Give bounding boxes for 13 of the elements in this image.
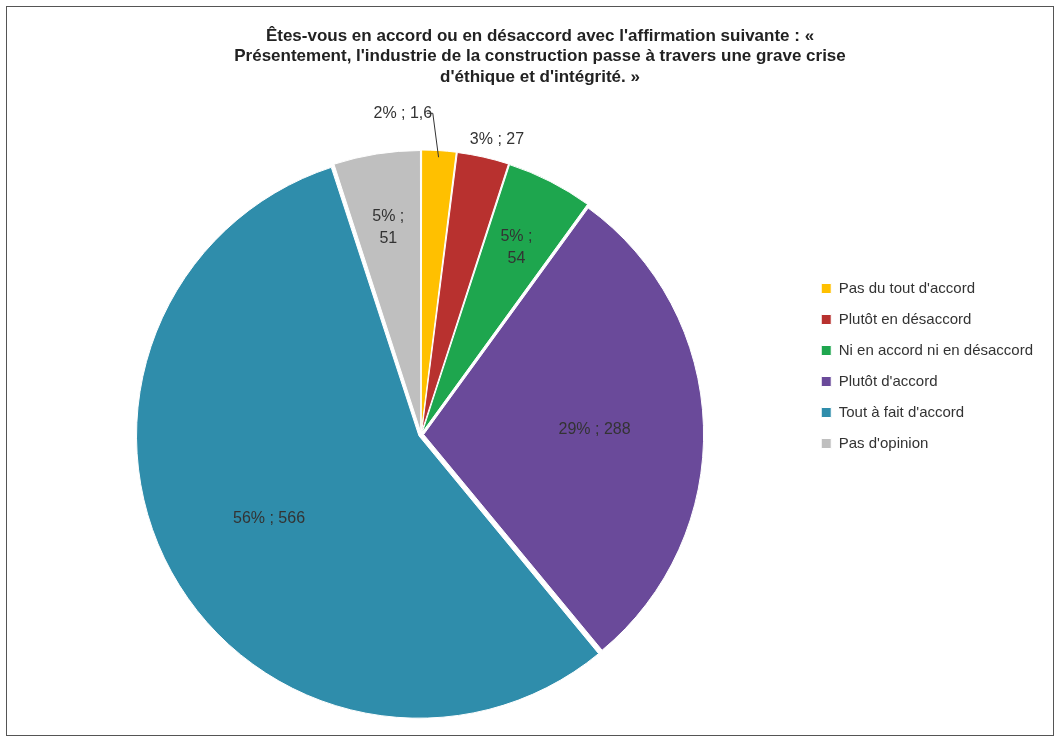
data-label: 56% ; 566 — [233, 508, 306, 526]
legend-label: Plutôt en désaccord — [838, 309, 972, 327]
data-label: 5% ; 54 — [500, 226, 533, 266]
data-label: 29% ; 288 — [558, 419, 631, 437]
data-label: 3% ; 27 — [469, 130, 525, 148]
legend-label: Plutôt d'accord — [838, 371, 938, 389]
legend-label: Pas du tout d'accord — [838, 278, 976, 296]
legend-label: Tout à fait d'accord — [838, 402, 965, 420]
chart-title: Êtes-vous en accord ou en désaccord avec l'affirmation suivante : « Présentement, l'industrie de la construction passe à travers une grave crise d'éthique et d'intégrité. » — [234, 25, 846, 86]
legend-label: Ni en accord ni en désaccord — [838, 340, 1034, 358]
data-label: 5% ; 51 — [372, 206, 405, 246]
legend-label: Pas d'opinion — [838, 433, 929, 451]
data-label: 2% ; 1,6 — [373, 103, 433, 121]
